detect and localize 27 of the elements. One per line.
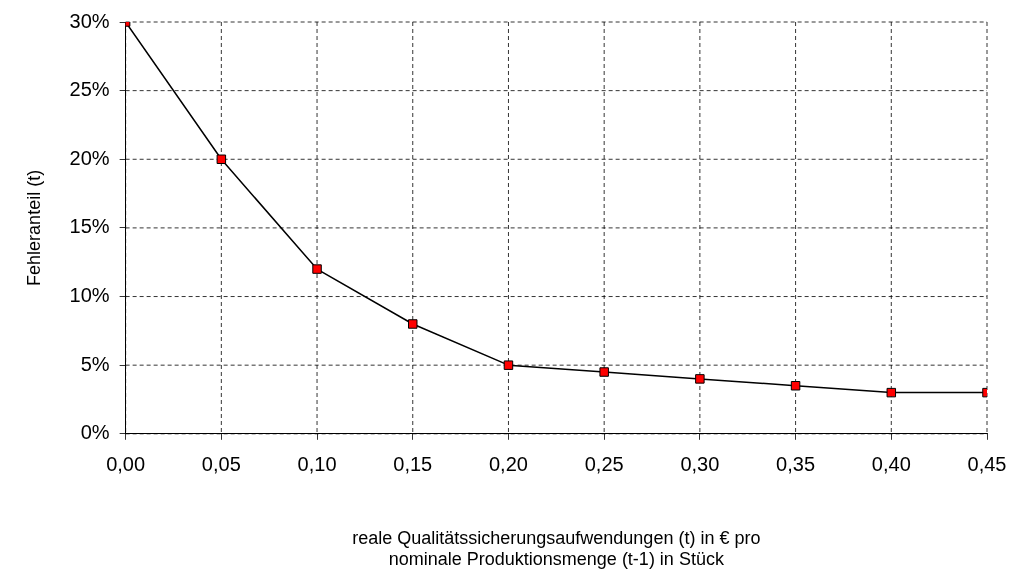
- y-tick-label: 5%: [80, 352, 110, 375]
- y-tick-label: 30%: [69, 9, 110, 32]
- x-tick-label: 0,30: [680, 453, 720, 476]
- point: [216, 154, 227, 165]
- x-tick-label: 0,25: [584, 453, 624, 476]
- y-tick-label: 0%: [80, 421, 110, 444]
- x-axis-title: reale Qualitätssicherungsaufwendungen (t) in € pro nominale Produktionsmenge (t-1) in Stück: [352, 527, 761, 570]
- x-tick-label: 0,20: [488, 453, 528, 476]
- point: [503, 360, 514, 370]
- point: [695, 374, 705, 384]
- y-tick-label: 20%: [69, 146, 110, 169]
- y-axis-title: Fehleranteil (t): [23, 169, 44, 286]
- x-tick-label: 0,15: [393, 453, 433, 476]
- point: [599, 367, 609, 377]
- x-tick-label: 0,10: [297, 453, 337, 476]
- x-tick-label: 0,40: [871, 453, 911, 476]
- x-tick-label: 0,05: [201, 453, 241, 476]
- point: [312, 264, 322, 274]
- x-tick-label: 0,45: [967, 453, 1007, 476]
- y-tick-label: 15%: [69, 215, 110, 238]
- point: [886, 387, 897, 398]
- y-tick-label: 25%: [69, 78, 110, 101]
- x-tick-label: 0,35: [776, 453, 816, 476]
- x-tick-label: 0,00: [106, 453, 146, 476]
- point: [408, 319, 418, 329]
- point: [790, 381, 801, 391]
- y-tick-label: 10%: [69, 284, 110, 307]
